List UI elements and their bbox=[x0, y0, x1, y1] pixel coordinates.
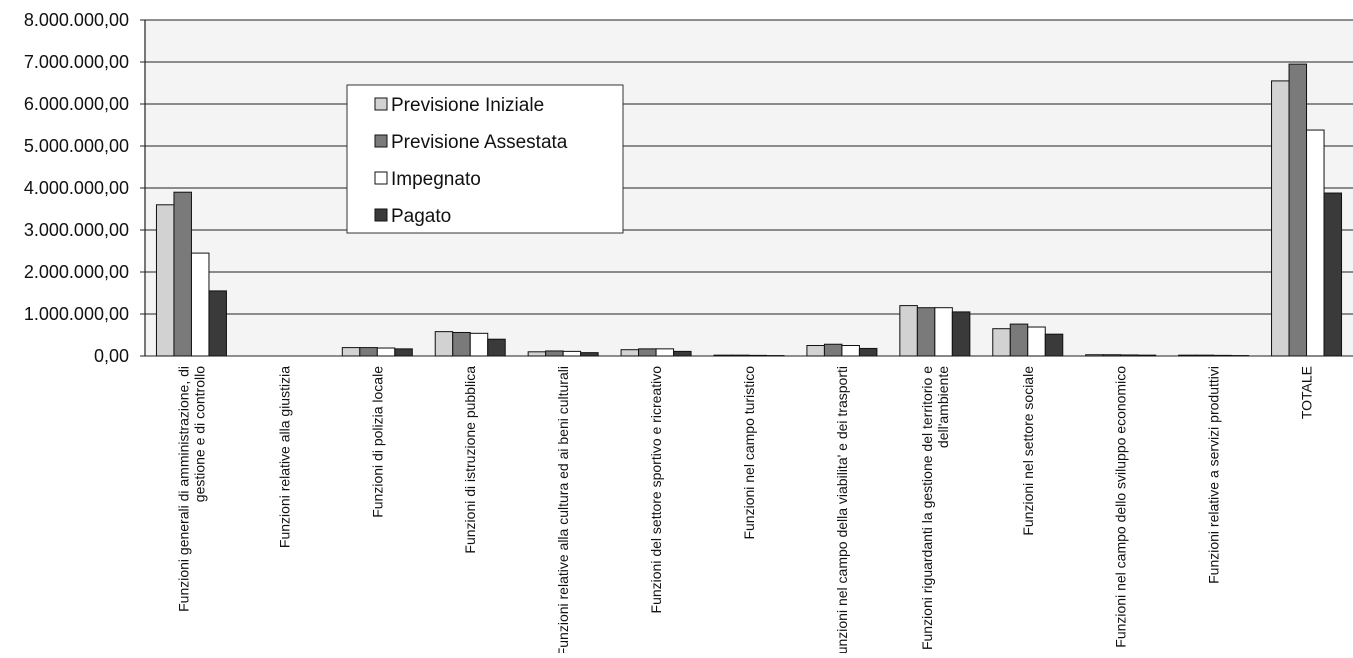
bar bbox=[807, 346, 825, 357]
bar bbox=[824, 344, 842, 356]
x-tick-label: Funzioni generali di amministrazione, di bbox=[175, 366, 191, 612]
bar bbox=[174, 192, 192, 356]
bar bbox=[563, 351, 581, 356]
bar bbox=[621, 350, 639, 356]
legend-label: Previsione Iniziale bbox=[391, 95, 544, 116]
x-tick-label: Funzioni relative a servizi produttivi bbox=[1206, 366, 1222, 584]
bar bbox=[714, 355, 732, 356]
y-tick-label: 4.000.000,00 bbox=[24, 178, 129, 198]
bar bbox=[191, 253, 209, 356]
x-tick-label: Funzioni riguardanti la gestione del ter… bbox=[919, 366, 935, 650]
bar bbox=[360, 348, 378, 356]
y-tick-label: 0,00 bbox=[94, 346, 129, 366]
bar bbox=[1010, 324, 1028, 356]
bar bbox=[581, 353, 599, 356]
x-tick-label: TOTALE bbox=[1299, 366, 1315, 419]
y-tick-label: 7.000.000,00 bbox=[24, 52, 129, 72]
bar bbox=[435, 332, 453, 356]
bar bbox=[1121, 355, 1139, 356]
legend-label: Previsione Assestata bbox=[391, 132, 568, 153]
legend-swatch bbox=[375, 209, 387, 221]
bar bbox=[952, 312, 970, 356]
bar bbox=[639, 349, 657, 356]
bar bbox=[1289, 64, 1307, 356]
x-tick-label: gestione e di controllo bbox=[191, 366, 207, 502]
legend-swatch bbox=[375, 135, 387, 147]
legend: Previsione Iniziale Previsione Assestata I… bbox=[347, 85, 623, 233]
bar bbox=[1196, 355, 1214, 356]
x-tick-label: Funzioni nel campo turistico bbox=[741, 366, 757, 540]
bar bbox=[1138, 355, 1156, 356]
x-tick-label: Funzioni nel campo dello sviluppo econom… bbox=[1113, 366, 1129, 648]
x-tick-label: Funzioni di polizia locale bbox=[369, 366, 385, 518]
bar bbox=[674, 351, 692, 356]
bar bbox=[1086, 355, 1104, 356]
bar bbox=[1272, 81, 1290, 356]
x-tick-label: Funzioni nel settore sociale bbox=[1020, 366, 1036, 536]
y-tick-label: 2.000.000,00 bbox=[24, 262, 129, 282]
bar bbox=[470, 333, 488, 356]
bar bbox=[1028, 327, 1046, 356]
y-tick-label: 5.000.000,00 bbox=[24, 136, 129, 156]
bar bbox=[842, 346, 860, 357]
bar bbox=[993, 329, 1011, 356]
bar bbox=[488, 339, 506, 356]
bar bbox=[732, 355, 750, 356]
bar bbox=[453, 332, 471, 356]
bar bbox=[395, 349, 413, 356]
x-tick-label: Funzioni relative alla cultura ed ai ben… bbox=[555, 366, 571, 653]
bar bbox=[1214, 355, 1232, 356]
x-tick-label: Funzioni di istruzione pubblica bbox=[462, 366, 478, 554]
legend-swatch bbox=[375, 172, 387, 184]
bar bbox=[749, 355, 767, 356]
bar bbox=[656, 349, 674, 356]
bar bbox=[377, 348, 395, 356]
bar bbox=[917, 308, 935, 356]
bar bbox=[1045, 334, 1063, 356]
x-axis-labels: Funzioni generali di amministrazione, di… bbox=[175, 366, 1314, 653]
legend-label: Impegnato bbox=[391, 169, 481, 190]
bar bbox=[1307, 130, 1325, 356]
bar bbox=[1103, 355, 1121, 356]
bar bbox=[1324, 193, 1342, 356]
bar bbox=[528, 352, 546, 356]
y-tick-label: 1.000.000,00 bbox=[24, 304, 129, 324]
x-tick-label: dell'ambiente bbox=[935, 366, 951, 448]
bar bbox=[546, 351, 564, 356]
x-tick-label: Funzioni relative alla giustizia bbox=[276, 366, 292, 548]
y-axis: 0,00 1.000.000,00 2.000.000,00 3.000.000,00… bbox=[24, 10, 145, 366]
bar bbox=[209, 291, 227, 356]
bar bbox=[935, 308, 953, 356]
y-tick-label: 3.000.000,00 bbox=[24, 220, 129, 240]
bar bbox=[900, 306, 918, 356]
x-tick-label: Funzioni nel campo della viabilita' e de… bbox=[834, 366, 850, 653]
bar bbox=[1179, 355, 1197, 356]
legend-label: Pagato bbox=[391, 206, 451, 227]
y-tick-label: 6.000.000,00 bbox=[24, 94, 129, 114]
y-tick-label: 8.000.000,00 bbox=[24, 10, 129, 30]
x-tick-label: Funzioni del settore sportivo e ricreati… bbox=[648, 366, 664, 614]
bar bbox=[859, 348, 877, 356]
bar bbox=[156, 205, 174, 356]
bar bbox=[342, 348, 360, 356]
legend-swatch bbox=[375, 98, 387, 110]
